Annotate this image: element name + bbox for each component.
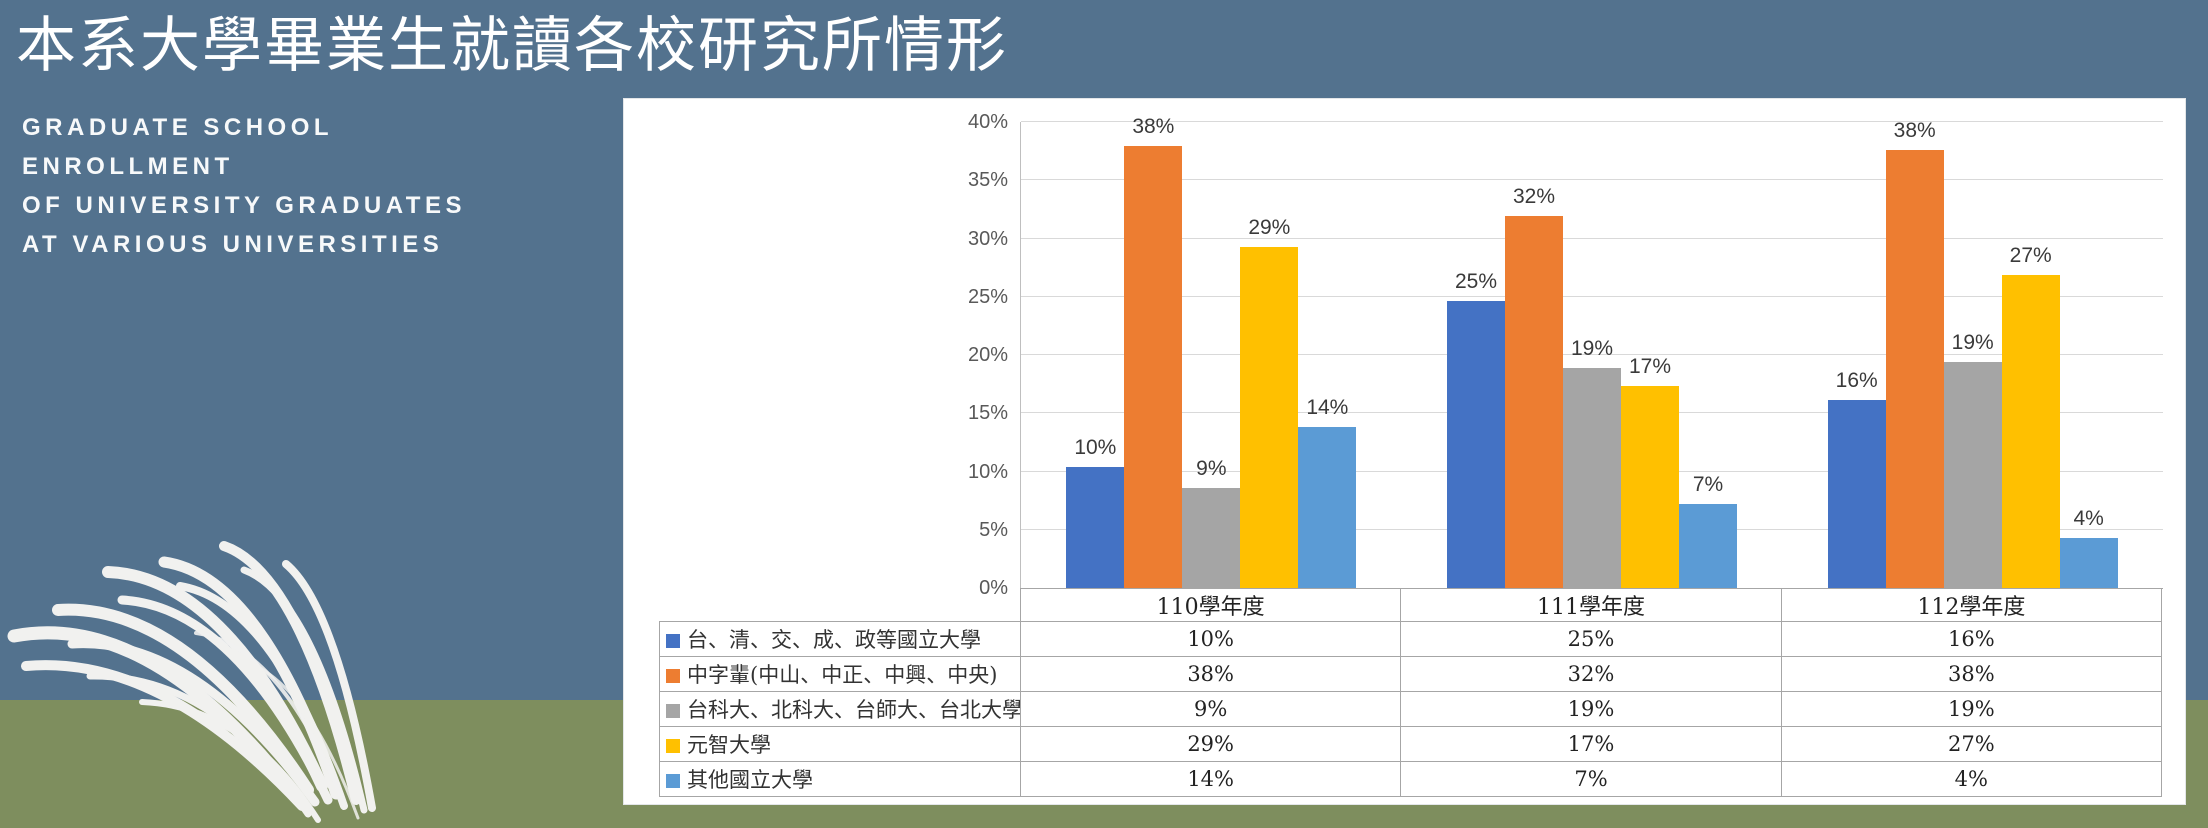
- table-value-cell: 4%: [1780, 761, 2163, 797]
- legend-swatch-icon: [666, 634, 680, 648]
- y-axis-tick-label: 20%: [967, 344, 1008, 366]
- bar-value-label: 29%: [1248, 215, 1291, 239]
- bar-value-label: 38%: [1893, 118, 1936, 142]
- bar-value-label: 38%: [1132, 115, 1175, 139]
- bar-value-label: 25%: [1454, 270, 1498, 294]
- table-row: 台科大、北科大、台師大、台北大學 9% 19% 19%: [659, 691, 2163, 727]
- y-axis-labels: 0% 5% 10% 15% 20% 25% 30% 35% 40%: [924, 111, 1008, 599]
- legend-label: 元智大學: [687, 733, 771, 757]
- table-header-row: 110學年度 111學年度 112學年度: [659, 588, 2163, 622]
- bar-series3-112學年度: [1943, 362, 2002, 588]
- table-value-cell: 16%: [1780, 621, 2163, 657]
- bar-series5-111學年度: [1679, 504, 1737, 588]
- gridline: [1021, 295, 2163, 297]
- y-axis-tick-label: 40%: [967, 111, 1008, 133]
- bar-series4-112學年度: [2001, 274, 2060, 588]
- subtitle-line-3: OF UNIVERSITY GRADUATES: [22, 192, 466, 219]
- gridline: [1021, 237, 2163, 239]
- table-row: 台、清、交、成、政等國立大學 10% 25% 16%: [659, 621, 2163, 657]
- table-column-header: 112學年度: [1780, 588, 2163, 622]
- table-value-cell: 38%: [1019, 656, 1402, 692]
- data-table: 110學年度 111學年度 112學年度台、清、交、成、政等國立大學 10% 25% 16…: [659, 588, 2163, 797]
- legend-cell: 元智大學: [659, 726, 1021, 762]
- gridline: [1021, 354, 2163, 355]
- table-row: 中字輩(中山、中正、中興、中央) 38% 32% 38%: [659, 656, 2163, 692]
- bar-series1-111學年度: [1447, 301, 1505, 588]
- table-row: 其他國立大學 14% 7% 4%: [659, 761, 2163, 797]
- legend-label: 台科大、北科大、台師大、台北大學: [687, 698, 1021, 722]
- legend-cell: 中字輩(中山、中正、中興、中央): [659, 656, 1021, 692]
- bar-value-label: 10%: [1074, 435, 1117, 459]
- legend-cell: 其他國立大學: [659, 761, 1021, 797]
- gridline: [1021, 179, 2163, 181]
- legend-label: 台、清、交、成、政等國立大學: [687, 628, 981, 652]
- subtitle-line-2: ENROLLMENT: [22, 153, 234, 180]
- table-corner-cell: [659, 588, 1021, 622]
- table-value-cell: 9%: [1019, 691, 1402, 727]
- gridline: [1021, 121, 2163, 122]
- grass-decoration-graphic: [7, 541, 376, 823]
- table-value-cell: 38%: [1780, 656, 2163, 692]
- bar-series1-112學年度: [1827, 400, 1886, 588]
- bar-value-label: 4%: [2073, 506, 2104, 530]
- y-axis-tick-label: 30%: [967, 227, 1008, 250]
- data-table-body: 110學年度 111學年度 112學年度台、清、交、成、政等國立大學 10% 25% 16…: [659, 588, 2163, 797]
- bar-series3-111學年度: [1563, 367, 1621, 588]
- bar-series4-111學年度: [1621, 386, 1679, 588]
- bar-series4-110學年度: [1240, 246, 1299, 588]
- legend-cell: 台、清、交、成、政等國立大學: [659, 621, 1021, 657]
- bar-value-label: 27%: [2009, 243, 2052, 267]
- plot-area: 10% 38% 9% 29% 14% 25% 32% 19% 17% 7% 16% 38% 19% 27%…: [1020, 115, 2163, 589]
- table-value-cell: 25%: [1400, 621, 1782, 657]
- bar-series5-110學年度: [1298, 427, 1357, 588]
- bar-value-label: 14%: [1306, 396, 1349, 420]
- y-axis-tick-label: 10%: [967, 460, 1008, 483]
- bar-value-label: 17%: [1628, 355, 1672, 379]
- legend-swatch-icon: [666, 774, 680, 788]
- slide-subtitle: GRADUATE SCHOOL ENROLLMENT OF UNIVERSITY…: [22, 108, 466, 264]
- bar-series1-110學年度: [1066, 466, 1125, 588]
- table-value-cell: 10%: [1019, 621, 1402, 657]
- bar-series2-112學年度: [1885, 149, 1944, 588]
- bar-series2-110學年度: [1124, 146, 1183, 588]
- table-value-cell: 27%: [1780, 726, 2163, 762]
- y-axis-tick-label: 5%: [979, 518, 1008, 541]
- bar-value-label: 7%: [1692, 473, 1724, 497]
- table-value-cell: 29%: [1019, 726, 1402, 762]
- table-column-header: 111學年度: [1400, 588, 1782, 622]
- table-value-cell: 19%: [1400, 691, 1782, 727]
- legend-swatch-icon: [666, 669, 680, 683]
- y-axis-tick-label: 15%: [967, 402, 1008, 425]
- chart-panel: 0% 5% 10% 15% 20% 25% 30% 35% 40% 10% 38% 9% 29% 14%…: [623, 98, 2186, 805]
- legend-cell: 台科大、北科大、台師大、台北大學: [659, 691, 1021, 727]
- table-column-header: 110學年度: [1019, 588, 1402, 622]
- bar-value-label: 32%: [1512, 185, 1556, 209]
- bar-series2-111學年度: [1505, 216, 1563, 588]
- table-value-cell: 7%: [1400, 761, 1782, 797]
- bar-value-label: 9%: [1196, 456, 1227, 480]
- table-value-cell: 32%: [1400, 656, 1782, 692]
- table-value-cell: 17%: [1400, 726, 1782, 762]
- bar-value-label: 19%: [1570, 336, 1614, 360]
- y-axis-tick-label: 25%: [967, 285, 1008, 308]
- legend-label: 中字輩(中山、中正、中興、中央): [687, 663, 998, 687]
- bar-value-label: 16%: [1835, 369, 1878, 393]
- legend-swatch-icon: [666, 704, 680, 718]
- bar-series5-112學年度: [2059, 537, 2118, 588]
- bar-value-label: 19%: [1951, 331, 1994, 354]
- table-row: 元智大學 29% 17% 27%: [659, 726, 2163, 762]
- slide-title: 本系大學畢業生就讀各校研究所情形: [16, 12, 1008, 79]
- legend-swatch-icon: [666, 739, 680, 753]
- subtitle-line-4: AT VARIOUS UNIVERSITIES: [22, 231, 444, 258]
- subtitle-line-1: GRADUATE SCHOOL: [22, 114, 334, 141]
- table-value-cell: 14%: [1019, 761, 1402, 797]
- bar-series3-110學年度: [1182, 487, 1241, 588]
- table-value-cell: 19%: [1780, 691, 2163, 727]
- y-axis-tick-label: 35%: [967, 169, 1008, 192]
- legend-label: 其他國立大學: [687, 768, 813, 792]
